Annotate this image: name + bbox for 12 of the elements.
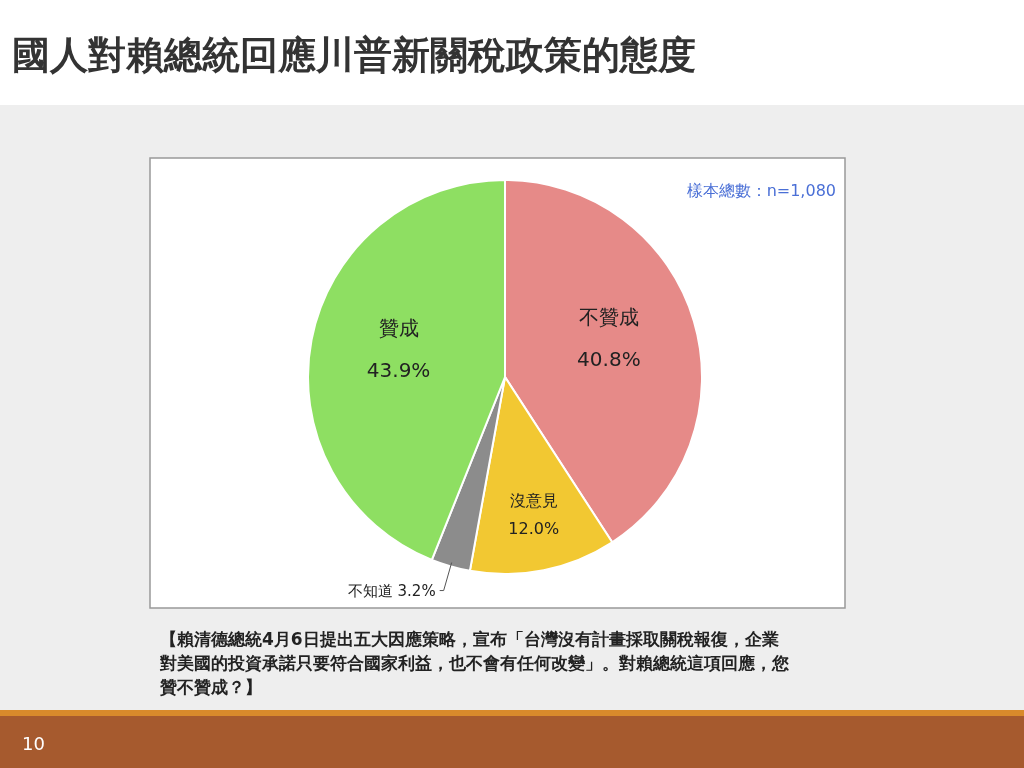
text: 10 (22, 733, 45, 754)
text: 【賴清德總統4月6日提出五大因應策略，宣布「台灣沒有計畫採取關稅報復，企業對美國的投資承諾只要符合國家利益，也不會有任何改變」。對賴總統這項回應，您贊不贊成？】 (159, 629, 790, 697)
slice-label: 不知道 (347, 581, 393, 600)
text: 樣本總數：n=1,080 (686, 181, 836, 200)
chart-title: 國人對賴總統回應川普新關稅政策的態度 (12, 33, 696, 77)
data-label: 12.0% (508, 518, 560, 538)
data-label: 43.9% (366, 357, 431, 382)
data-label: 40.8% (577, 347, 641, 372)
slice-label: 贊成 (378, 315, 419, 340)
slice-label: 沒意見 (509, 490, 558, 510)
data-label: 3.2% (397, 581, 436, 600)
slice-label: 不贊成 (578, 305, 639, 330)
